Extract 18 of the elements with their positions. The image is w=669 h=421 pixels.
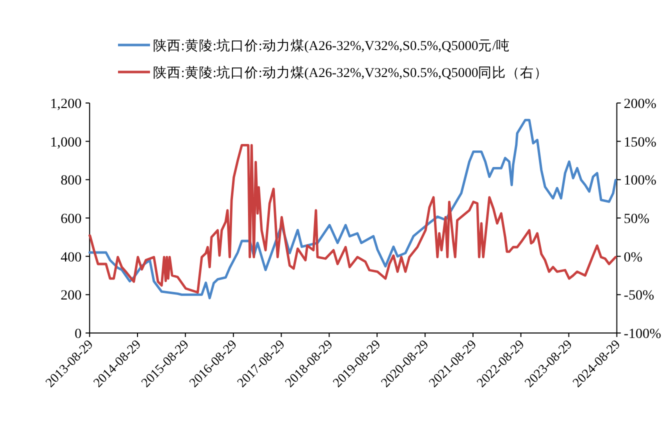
y-tick-label: 200 [60, 288, 82, 304]
y2-tick-label: -100% [624, 327, 662, 342]
legend-label: 陕西:黄陵:坑口价:动力煤(A26-32%,V32%,S0.5%,Q5000同比（右） [153, 65, 548, 80]
y2-tick-label: 0% [624, 250, 643, 266]
y2-tick-label: 50% [624, 212, 650, 227]
y-tick-label: 600 [60, 212, 82, 227]
y-tick-label: 0 [74, 327, 82, 342]
y2-tick-label: 150% [624, 135, 657, 150]
y2-tick-label: 100% [624, 174, 657, 189]
line-series [88, 144, 617, 294]
y-tick-label: 800 [60, 174, 82, 189]
y2-tick-label: -50% [624, 288, 654, 304]
legend-label: 陕西:黄陵:坑口价:动力煤(A26-32%,V32%,S0.5%,Q5000元/吨 [153, 38, 510, 53]
y2-tick-label: 200% [624, 97, 657, 112]
y-tick-label: 1,000 [50, 135, 82, 150]
y-tick-label: 400 [60, 250, 82, 266]
y-tick-label: 1,200 [50, 97, 82, 112]
line-series [88, 118, 617, 300]
